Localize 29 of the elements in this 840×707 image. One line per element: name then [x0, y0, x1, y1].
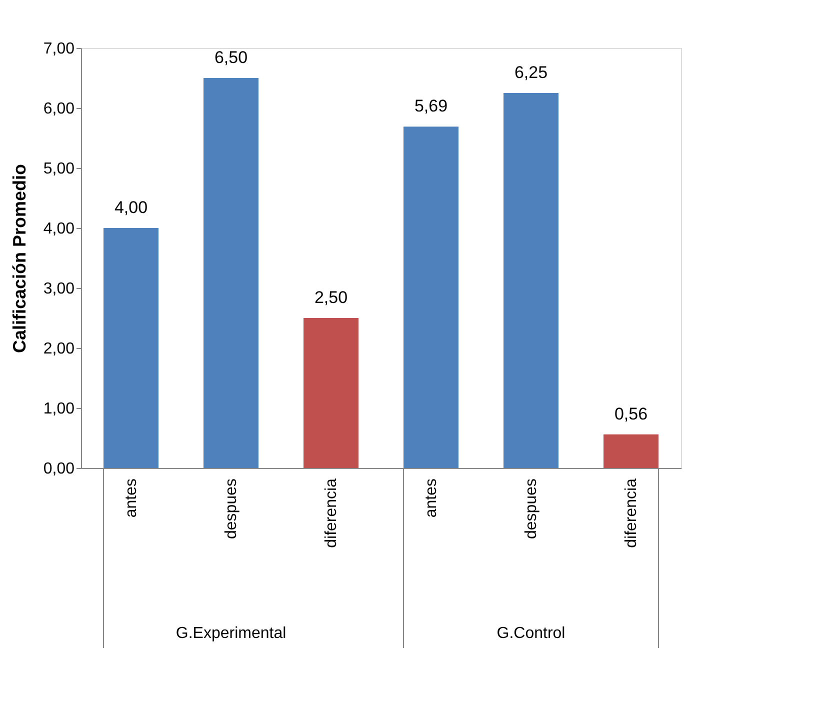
y-tick-label: 0,00 [43, 460, 75, 478]
bar [604, 434, 658, 468]
x-tick-label: antes [423, 478, 440, 518]
bar [504, 93, 558, 468]
x-tick-label: despues [523, 478, 540, 539]
y-tick-label: 1,00 [43, 400, 75, 418]
x-tick-label: diferencia [623, 478, 640, 548]
data-label: 6,25 [514, 63, 548, 82]
y-tick-label: 2,00 [43, 340, 75, 358]
data-label: 2,50 [314, 288, 348, 307]
text: G.Experimental [176, 625, 286, 642]
y-tick-label: 4,00 [43, 220, 75, 238]
bar [104, 228, 158, 468]
data-label: 4,00 [114, 198, 148, 217]
text: G.Control [496, 625, 566, 642]
y-tick-label: 5,00 [43, 160, 75, 178]
x-tick-label: antes [123, 478, 140, 518]
x-tick-label: diferencia [323, 478, 340, 548]
y-tick-label: 7,00 [43, 40, 75, 58]
data-label: 6,50 [214, 48, 248, 67]
y-tick-label: 6,00 [43, 100, 75, 118]
y-tick-label: 3,00 [43, 280, 75, 298]
y-axis-title: Calificación Promedio [9, 164, 30, 354]
bar [404, 126, 458, 468]
data-label: 5,69 [414, 96, 448, 116]
data-label: 0,56 [614, 404, 648, 424]
x-tick-label: despues [223, 478, 240, 539]
bar [204, 78, 258, 468]
bar [304, 318, 358, 468]
